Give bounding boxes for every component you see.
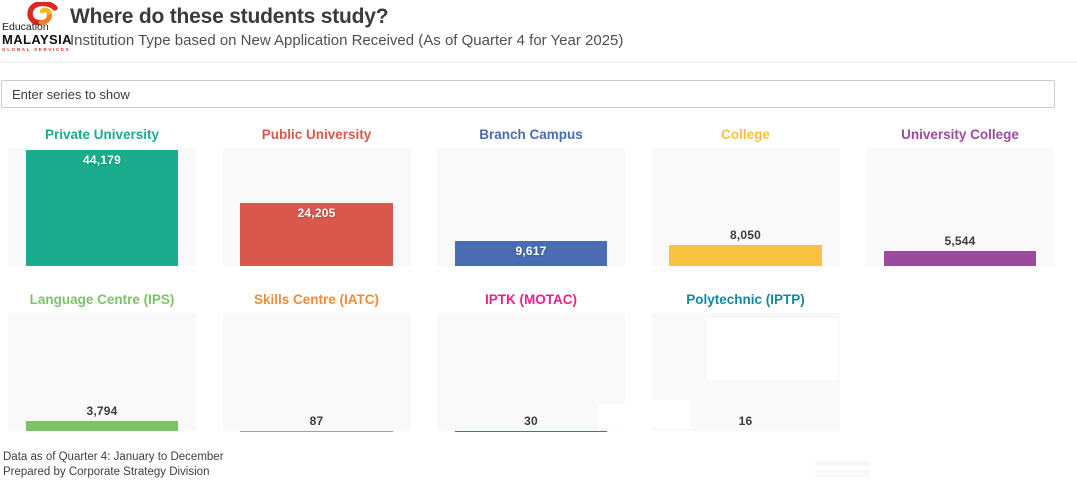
chart-cell: Polytechnic (IPTP) 16	[651, 292, 840, 431]
chart-panel: 24,205	[222, 148, 411, 266]
footer: Data as of Quarter 4: January to Decembe…	[3, 450, 1077, 480]
chart-cell: IPTK (MOTAC) 30	[437, 292, 625, 431]
bar-value-label: 30	[524, 413, 538, 428]
chart-panel: 16	[651, 313, 840, 431]
chart-panel: 9,617	[437, 148, 625, 266]
chart-cell: College 8,050	[651, 127, 840, 266]
bar-value-label: 87	[309, 413, 324, 428]
bar-value-label: 5,544	[944, 234, 976, 249]
bar-value-label: 9,617	[515, 243, 547, 258]
bar[interactable]	[25, 150, 179, 266]
bar-value-label: 16	[738, 413, 753, 428]
chart-cell: Skills Centre (IATC) 87	[222, 292, 411, 431]
chart-title: College	[721, 127, 770, 142]
footer-line-2: Prepared by Corporate Strategy Division	[3, 465, 210, 478]
bar-value-label: 3,794	[86, 404, 118, 419]
bar[interactable]	[454, 240, 608, 266]
logo-line-malaysia: MALAYSIA	[2, 32, 72, 48]
chart-panel: 5,544	[866, 148, 1054, 266]
footer-line-1: Data as of Quarter 4: January to Decembe…	[3, 451, 224, 463]
chart-panel: 3,794	[8, 313, 196, 431]
page-title: Where do these students study?	[70, 5, 389, 28]
chart-title: Public University	[261, 127, 372, 142]
chart-title: IPTK (MOTAC)	[485, 292, 577, 307]
chart-title: Language Centre (IPS)	[29, 292, 175, 307]
chart-title: Polytechnic (IPTP)	[686, 292, 805, 307]
bar[interactable]	[883, 251, 1037, 266]
page-subtitle: Institution Type based on New Applicatio…	[70, 32, 624, 49]
chart-panel: 44,179	[8, 148, 196, 266]
chart-title: Private University	[44, 127, 160, 142]
emgs-swirl-icon	[22, 0, 62, 31]
chart-cell: Branch Campus 9,617	[437, 127, 625, 266]
bar-value-label: 8,050	[729, 227, 762, 242]
chart-panel: 8,050	[651, 148, 840, 266]
chart-cell: Public University 24,205	[222, 127, 411, 266]
bar[interactable]	[669, 244, 822, 266]
logo-text: Education MALAYSIA GLOBAL SERVICES	[2, 21, 72, 53]
chart-title: Skills Centre (IATC)	[253, 292, 380, 307]
logo-line-education: Education	[2, 21, 49, 33]
bar[interactable]	[25, 421, 179, 431]
chart-cell: University College 5,544	[866, 127, 1054, 266]
header: Education MALAYSIA GLOBAL SERVICES Where…	[0, 0, 1077, 63]
chart-grid: Private University 44,179 Public Universit…	[0, 127, 1077, 431]
logo-line-global-services: GLOBAL SERVICES	[2, 46, 71, 52]
chart-title: Branch Campus	[479, 127, 583, 142]
chart-cell: Private University 44,179	[8, 127, 196, 266]
chart-panel: 30	[437, 313, 625, 431]
title-block: Where do these students study? Instituti…	[70, 0, 1077, 49]
bar-value-label: 24,205	[297, 205, 336, 220]
bar[interactable]	[240, 202, 393, 266]
bar-value-label: 44,179	[83, 153, 121, 168]
chart-title: University College	[901, 127, 1019, 142]
series-filter-input[interactable]	[1, 80, 1055, 108]
chart-panel: 87	[222, 313, 411, 431]
chart-cell: Language Centre (IPS) 3,794	[8, 292, 196, 431]
